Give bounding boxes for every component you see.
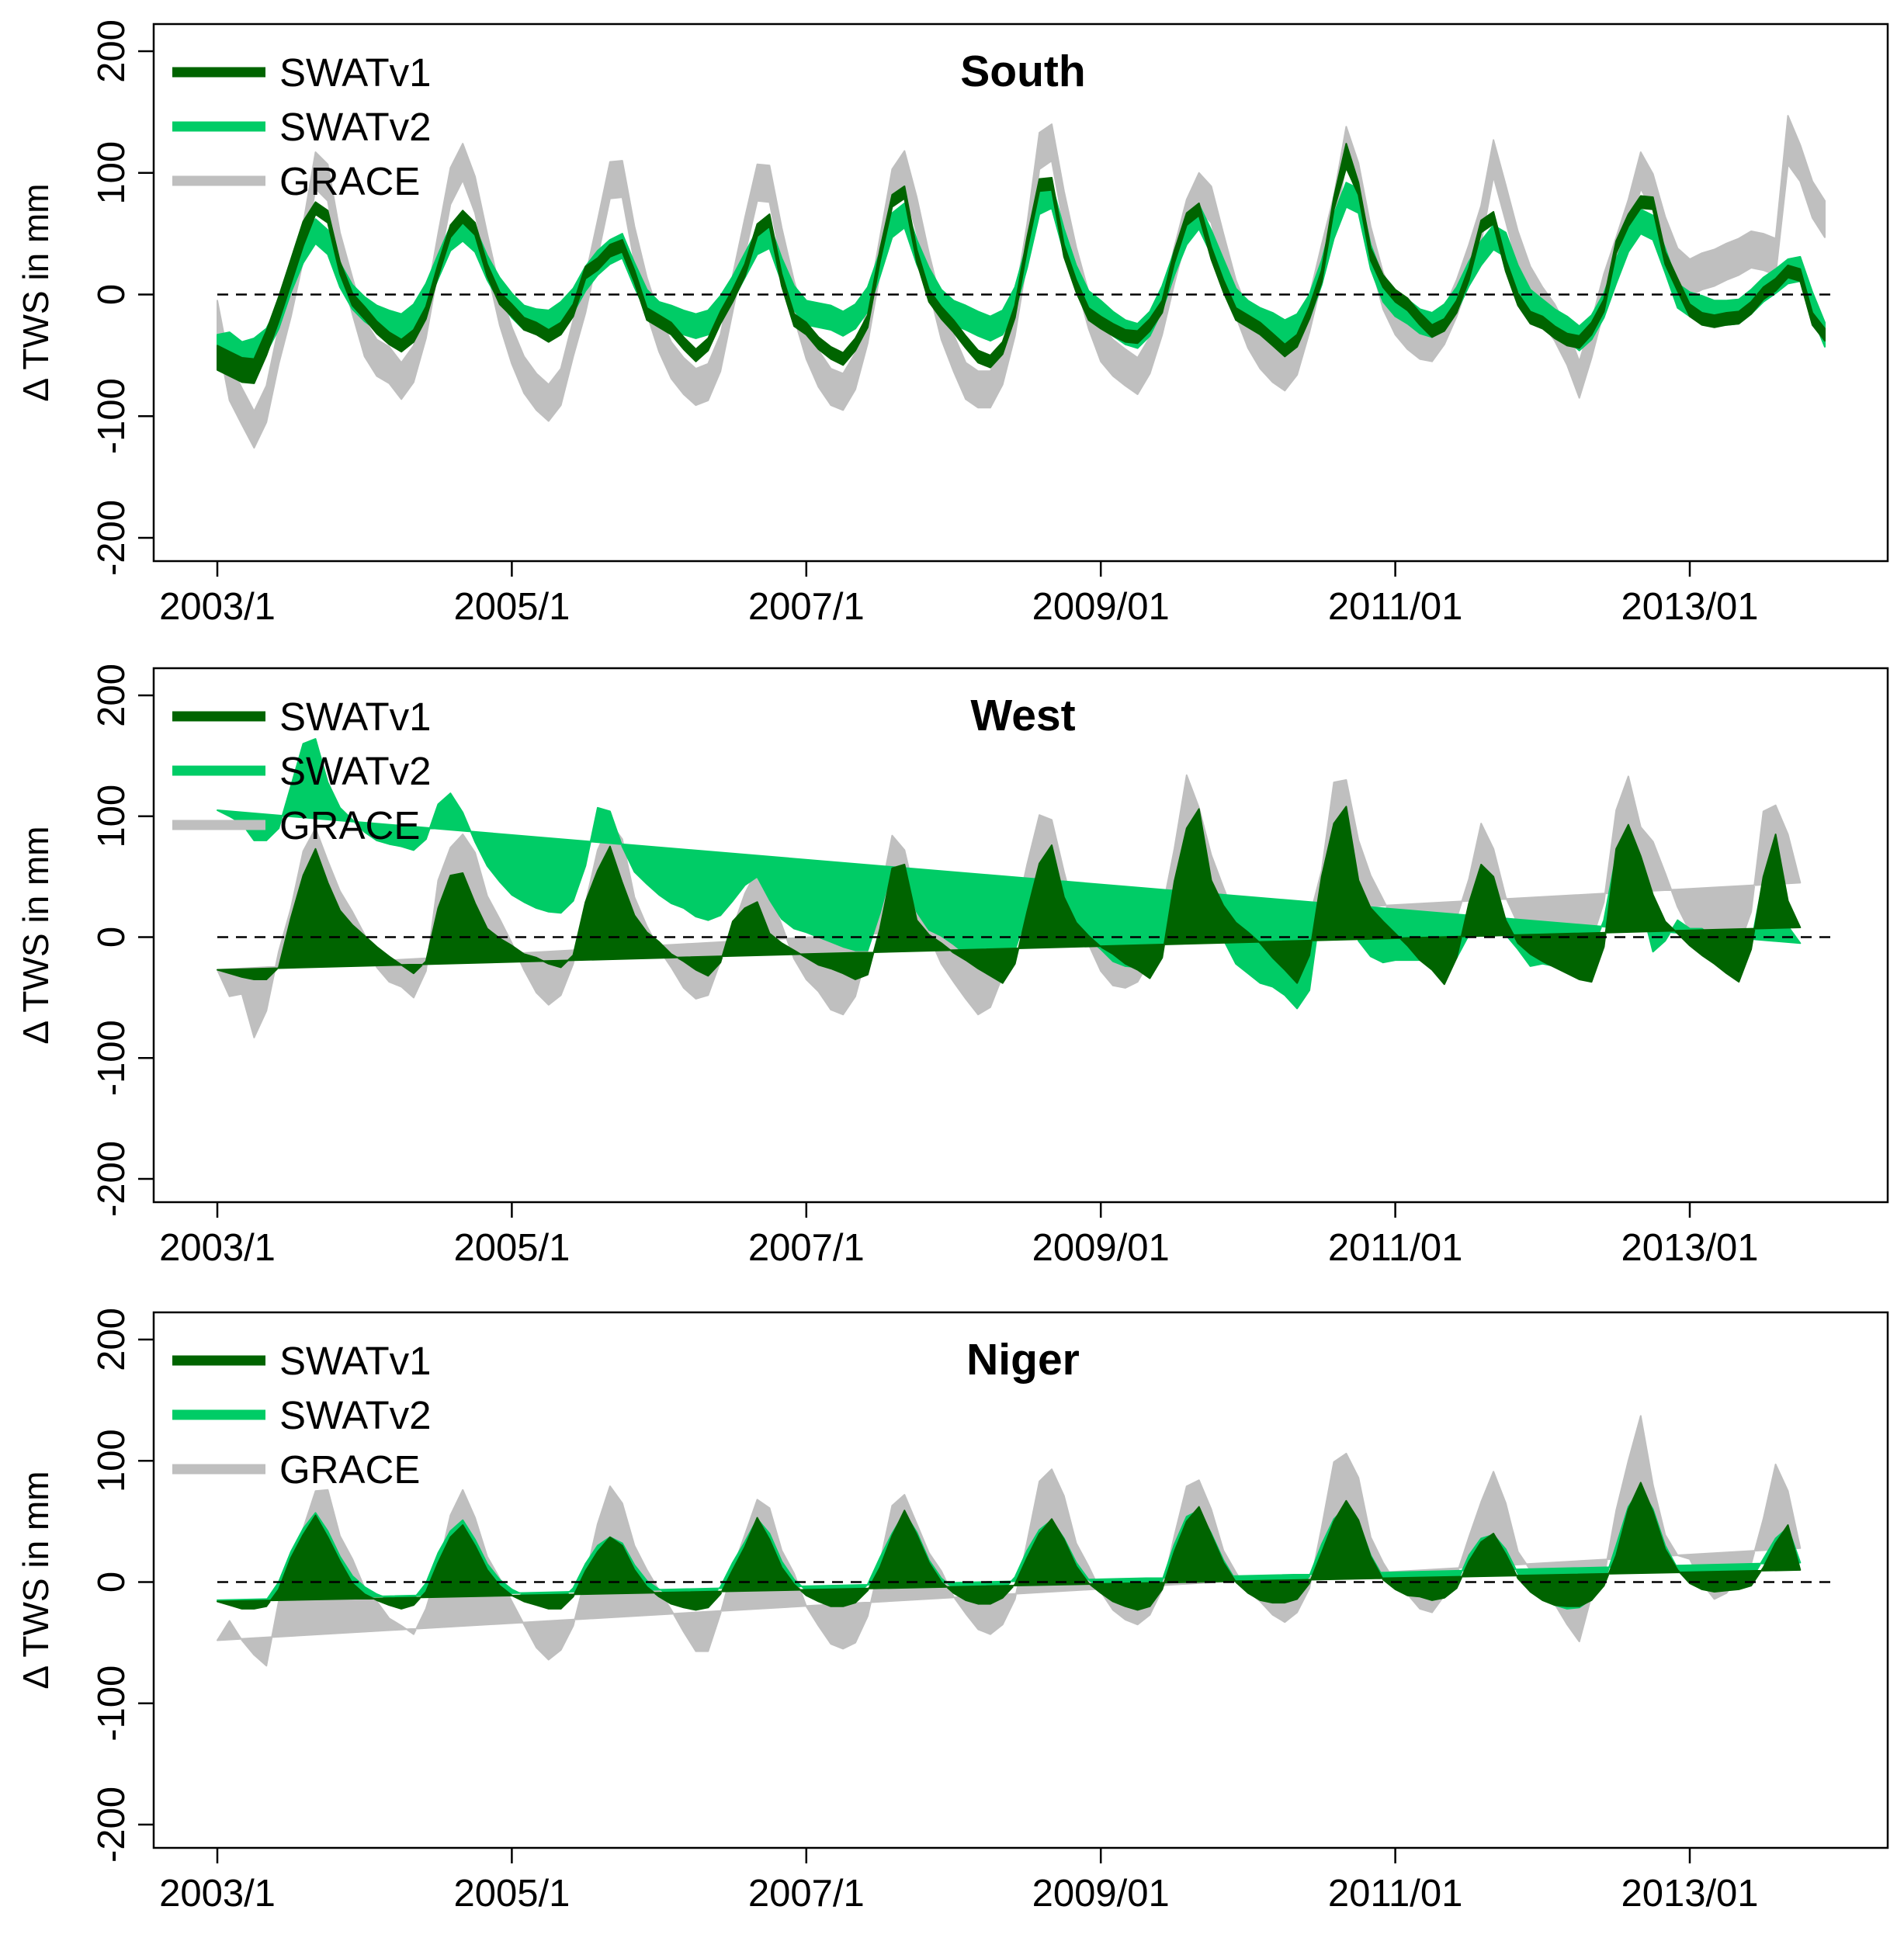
x-tick-label: 2005/1: [453, 1873, 570, 1915]
y-tick-label: -200: [91, 500, 133, 576]
x-tick-label: 2003/1: [159, 586, 276, 628]
x-tick-label: 2005/1: [453, 1227, 570, 1269]
y-tick-label: 200: [91, 19, 133, 83]
panel-title: South: [960, 47, 1085, 96]
x-tick-label: 2013/01: [1621, 1227, 1758, 1269]
legend-label-swatv1: SWATv1: [279, 1339, 432, 1383]
legend-label-grace: GRACE: [279, 803, 420, 847]
legend-label-swatv1: SWATv1: [279, 50, 432, 95]
y-tick-label: 0: [91, 1572, 133, 1593]
y-axis-label: Δ TWS in mm: [16, 826, 56, 1044]
series-band-swatv1: [217, 143, 1826, 384]
plot-frame: [152, 667, 1889, 1204]
legend-label-swatv2: SWATv2: [279, 749, 432, 793]
y-tick-label: 0: [91, 284, 133, 305]
panel-south: 200 100 0 -100 -200 Δ TWS in mm 2003/1 2005/1 20…: [16, 19, 1889, 628]
x-tick-label: 2005/1: [453, 586, 570, 628]
y-tick-label: -200: [91, 1141, 133, 1217]
y-tick-label: -200: [91, 1787, 133, 1863]
x-tick-label: 2011/01: [1328, 1873, 1463, 1915]
y-tick-label: 100: [91, 141, 133, 205]
x-tick-label: 2007/1: [748, 1227, 865, 1269]
x-tick-label: 2003/1: [159, 1227, 276, 1269]
y-tick-label: 100: [91, 1429, 133, 1492]
x-tick-label: 2003/1: [159, 1873, 276, 1915]
legend-label-swatv2: SWATv2: [279, 105, 432, 149]
x-tick-label: 2013/01: [1621, 1873, 1758, 1915]
legend-label-grace: GRACE: [279, 1447, 420, 1492]
legend-label-grace: GRACE: [279, 159, 420, 203]
panel-west: 200 100 0 -100 -200 Δ TWS in mm 2003/1 2005/1 20…: [16, 664, 1889, 1269]
x-tick-label: 2011/01: [1328, 1227, 1463, 1269]
plot-frame: [152, 23, 1889, 563]
y-tick-label: -100: [91, 1665, 133, 1742]
x-tick-label: 2009/01: [1032, 1227, 1170, 1269]
x-tick-label: 2007/1: [748, 1873, 865, 1915]
y-tick-label: -100: [91, 1020, 133, 1096]
legend-label-swatv1: SWATv1: [279, 695, 432, 739]
series-band-swatv1: [217, 806, 1802, 986]
x-tick-label: 2009/01: [1032, 586, 1170, 628]
y-axis-label: Δ TWS in mm: [16, 183, 56, 401]
legend-label-swatv2: SWATv2: [279, 1393, 432, 1437]
plot-frame: [152, 1311, 1889, 1849]
y-axis-label: Δ TWS in mm: [16, 1471, 56, 1689]
x-tick-label: 2013/01: [1621, 586, 1758, 628]
series-band-swatv1: [217, 1482, 1802, 1611]
y-tick-label: -100: [91, 378, 133, 454]
panel-niger: 200 100 0 -100 -200 Δ TWS in mm 2003/1 2005/1 20…: [16, 1308, 1889, 1915]
x-tick-label: 2007/1: [748, 586, 865, 628]
x-tick-label: 2009/01: [1032, 1873, 1170, 1915]
y-tick-label: 200: [91, 1308, 133, 1371]
panel-title: West: [970, 691, 1075, 740]
panel-title: Niger: [966, 1335, 1080, 1385]
y-tick-label: 100: [91, 785, 133, 848]
x-tick-label: 2011/01: [1328, 586, 1463, 628]
y-tick-label: 200: [91, 664, 133, 727]
y-tick-label: 0: [91, 927, 133, 948]
